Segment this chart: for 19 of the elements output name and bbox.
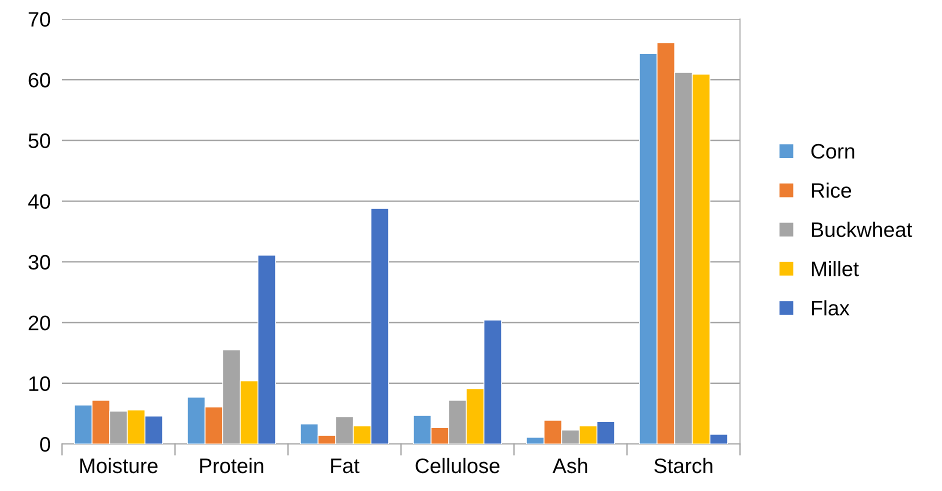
legend-label: Buckwheat	[812, 222, 912, 238]
legend-label: Corn	[811, 144, 854, 159]
legend-label: Rice	[812, 182, 852, 198]
x-tick-label: Moisture	[80, 458, 158, 474]
y-tick-label: 20	[28, 316, 50, 330]
y-tick-label: 50	[28, 133, 50, 148]
y-tick-label: 0	[40, 437, 50, 452]
x-tick-label: Cellulose	[416, 458, 500, 474]
legend-label: Millet	[812, 261, 859, 276]
x-tick-label: Ash	[552, 458, 588, 474]
y-tick-label: 40	[28, 194, 50, 209]
y-tick-label: 60	[28, 72, 50, 88]
legend-label: Flax	[812, 300, 850, 316]
y-tick-label: 70	[28, 12, 50, 27]
x-tick-label: Fat	[331, 458, 360, 474]
y-tick-label: 30	[28, 254, 50, 270]
x-tick-label: Protein	[200, 458, 264, 474]
y-tick-label: 10	[29, 376, 50, 392]
x-tick-label: Starch	[654, 458, 712, 474]
